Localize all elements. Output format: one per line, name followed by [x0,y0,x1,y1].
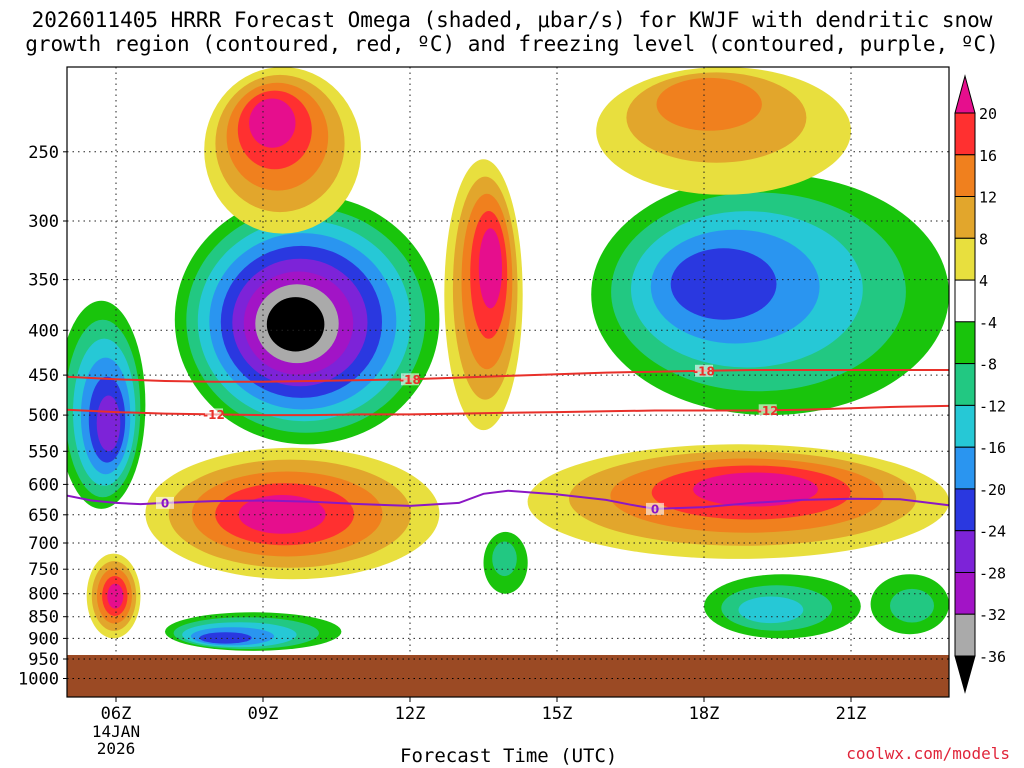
x-axis-label: Forecast Time (UTC) [400,745,618,767]
colorbar-swatch [954,196,976,239]
chart-title-line-1: 2026011405 HRRR Forecast Omega (shaded, … [31,8,993,32]
colorbar-level-label: -12 [979,397,1006,415]
colorbar-swatch [954,488,976,532]
colorbar-swatch [954,237,976,281]
contour-label: -18 [693,364,715,378]
omega-shade-band [478,228,502,309]
colorbar-level-label: 16 [979,147,997,165]
colorbar-swatch [954,112,976,156]
contour-label-bg [205,408,223,421]
date-label-year: 2026 [97,739,136,758]
colorbar-level-label: -16 [979,439,1006,457]
y-tick-label: 800 [28,585,59,605]
omega-shade-band [890,588,934,623]
omega-shade-band [96,395,121,452]
colorbar-bottom-arrow [954,655,976,694]
colorbar-swatch [954,154,976,198]
colorbar-swatch [954,572,976,615]
colorbar-swatch [954,363,976,406]
x-tick-label: 15Z [542,704,573,724]
colorbar-swatch [954,404,976,448]
colorbar-level-label: 4 [979,272,988,290]
y-tick-label: 750 [28,560,59,580]
contour-label-bg [758,404,777,417]
omega-shade-band [266,297,325,352]
omega-feature-7-descent [204,67,361,234]
colorbar-level-label: -32 [979,606,1006,624]
colorbar-level-label: -4 [979,314,997,332]
omega-feature-6-ascent [870,574,949,635]
colorbar-swatch [954,530,976,574]
omega-feature-12-descent [596,67,851,195]
omega-feature-11-descent [527,444,949,559]
colorbar-level-label: 12 [979,189,997,207]
omega-feature-4-ascent [483,531,528,594]
colorbar-level-label: -36 [979,648,1006,666]
contour-label: -12 [757,404,779,418]
colorbar-swatch [954,279,976,323]
omega-shade-band [249,98,296,148]
omega-shade-band [693,472,818,507]
contour-label-bg [401,373,419,386]
y-tick-label: 600 [28,475,59,495]
contour-label: -12 [203,408,225,422]
y-tick-label: 550 [28,442,59,462]
omega-shade-band [199,632,252,644]
omega-shade-band [107,583,124,609]
contour-label: 0 [651,502,659,516]
contour-label: 0 [161,496,169,510]
omega-feature-9-descent [86,553,141,639]
contour-line-0 [67,369,949,383]
y-tick-label: 850 [28,608,59,628]
plot-frame [66,66,950,698]
y-tick-label: 300 [28,212,59,232]
colorbar-swatch [954,321,976,365]
x-tick-label: 09Z [248,704,279,724]
y-tick-label: 500 [28,406,59,426]
y-tick-label: 400 [28,321,59,341]
x-tick-label: 21Z [836,704,867,724]
omega-shade-band [656,77,762,131]
y-tick-label: 1000 [18,670,59,690]
omega-feature-1-ascent [67,300,146,509]
contour-label-bg [695,364,713,377]
y-tick-label: 450 [28,366,59,386]
omega-feature-5-ascent [704,574,861,639]
colorbar-level-label: -24 [979,523,1006,541]
chart-title-line-2: growth region (contoured, red, ºC) and f… [25,32,999,56]
y-tick-label: 700 [28,534,59,554]
omega-shade-band [492,541,517,577]
below-ground-area [67,655,949,697]
colorbar-swatch [954,613,976,657]
y-tick-label: 650 [28,506,59,526]
x-tick-label: 06Z [101,704,132,724]
omega-shade-band [670,248,777,320]
y-tick-label: 950 [28,650,59,670]
colorbar-level-label: -28 [979,565,1006,583]
colorbar-level-label: 8 [979,230,988,248]
y-tick-label: 350 [28,271,59,291]
x-tick-label: 12Z [395,704,426,724]
colorbar-level-label: -8 [979,356,997,374]
omega-feature-2-ascent [591,173,949,416]
omega-feature-8-descent [145,447,440,580]
date-label-day: 14JAN [92,722,140,741]
omega-feature-3-ascent [165,612,342,651]
y-tick-label: 250 [28,143,59,163]
contour-label: -18 [399,373,421,387]
contour-label-bg [646,502,664,515]
credit-text: coolwx.com/models [846,744,1010,763]
y-tick-label: 900 [28,629,59,649]
colorbar-top-arrow [954,74,976,114]
omega-feature-10-descent [444,159,523,431]
colorbar-swatch [954,446,976,490]
x-tick-label: 18Z [689,704,720,724]
contour-label-bg [156,496,174,509]
colorbar-level-label: 20 [979,105,997,123]
omega-shade-band [738,596,804,624]
colorbar-level-label: -20 [979,481,1006,499]
